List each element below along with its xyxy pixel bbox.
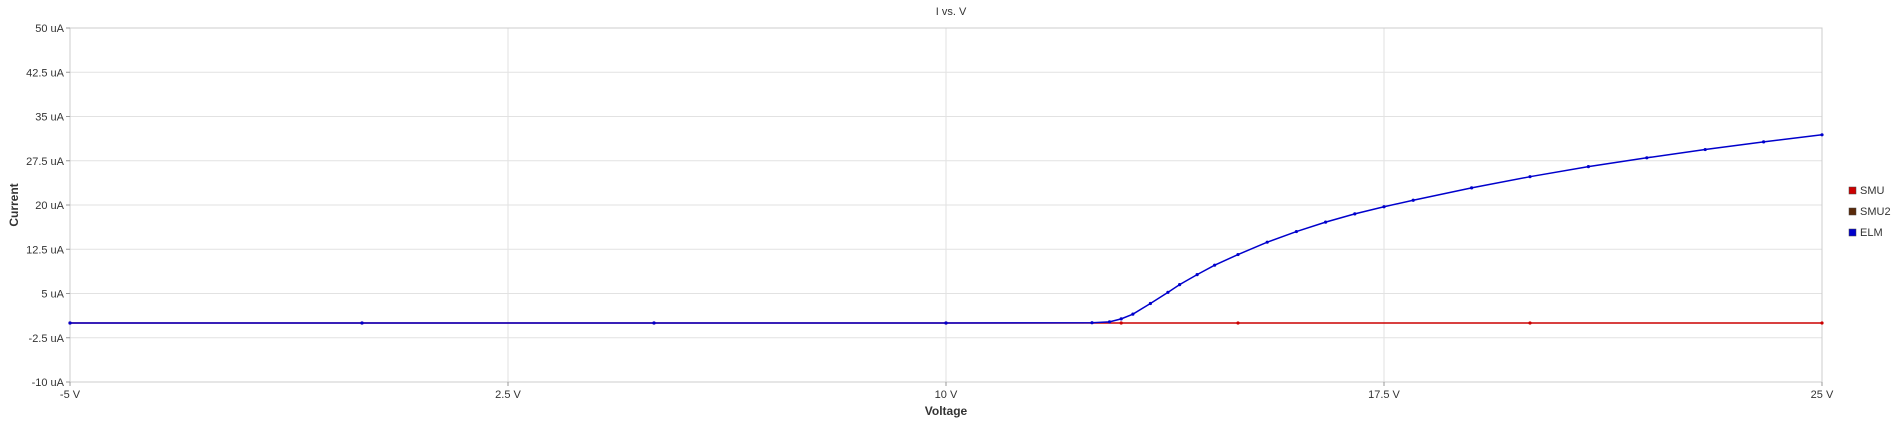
data-point	[1703, 147, 1707, 152]
data-point	[1265, 240, 1269, 244]
legend-label: SMU	[1860, 185, 1885, 197]
y-tick-label: 12.5 uA	[26, 244, 65, 256]
chart-title: I vs. V	[936, 6, 967, 18]
data-point	[68, 321, 72, 325]
data-point	[1148, 301, 1152, 306]
legend-swatch	[1848, 228, 1857, 237]
series	[68, 133, 1824, 325]
y-tick-label: 20 uA	[35, 200, 64, 212]
data-point	[1645, 156, 1649, 160]
data-point	[1820, 133, 1824, 137]
legend-label: ELM	[1860, 227, 1883, 239]
data-point	[1107, 320, 1112, 324]
data-point	[1213, 263, 1217, 267]
data-point	[944, 321, 948, 325]
data-point	[1236, 252, 1240, 257]
x-tick-label: 10 V	[935, 389, 958, 401]
legend-label: SMU2	[1860, 206, 1891, 218]
x-axis: -5 V 2.5 V 10 V 17.5 V 25 V	[60, 382, 1834, 401]
series-elm	[68, 133, 1824, 325]
x-tick-label: 25 V	[1811, 389, 1834, 401]
legend-swatch	[1848, 186, 1857, 195]
legend-item-smu: SMU	[1848, 185, 1885, 197]
data-point	[1119, 321, 1123, 325]
data-point	[1119, 317, 1123, 321]
x-axis-title: Voltage	[925, 404, 968, 418]
data-point	[360, 321, 364, 325]
y-axis-title: Current	[7, 183, 21, 226]
data-point	[1294, 229, 1298, 234]
data-point	[1353, 212, 1357, 216]
data-point	[1090, 321, 1094, 325]
data-point	[1324, 220, 1328, 224]
y-tick-label: 27.5 uA	[26, 156, 65, 168]
x-tick-label: 2.5 V	[495, 389, 521, 401]
x-tick-label: -5 V	[60, 389, 81, 401]
data-point	[1411, 198, 1415, 202]
y-tick-label: 50 uA	[35, 23, 64, 35]
data-point	[1166, 290, 1170, 294]
y-tick-label: 35 uA	[35, 112, 64, 124]
y-axis: -10 uA -2.5 uA 5 uA 12.5 uA 20 uA 27.5 uA 35 u…	[26, 23, 70, 389]
x-tick-label: 17.5 V	[1368, 389, 1400, 401]
legend-item-elm: ELM	[1848, 227, 1883, 239]
y-tick-label: -10 uA	[32, 377, 65, 389]
data-point	[652, 321, 656, 325]
y-tick-label: -2.5 uA	[29, 333, 65, 345]
data-point	[1820, 321, 1824, 325]
legend: SMU SMU2 ELM	[1848, 185, 1891, 239]
y-tick-label: 5 uA	[41, 289, 64, 301]
data-point	[1236, 321, 1240, 325]
legend-swatch	[1848, 207, 1857, 216]
data-point	[1470, 186, 1474, 190]
data-point	[1195, 273, 1199, 277]
data-point	[1586, 165, 1590, 169]
data-point	[1382, 205, 1386, 209]
y-tick-label: 42.5 uA	[26, 67, 65, 79]
legend-item-smu2: SMU2	[1848, 206, 1891, 218]
data-point	[1178, 283, 1182, 287]
data-point	[1762, 140, 1766, 144]
data-point	[1528, 321, 1532, 325]
grid	[69, 27, 1823, 383]
data-point	[1528, 175, 1532, 179]
data-point	[1131, 312, 1135, 316]
